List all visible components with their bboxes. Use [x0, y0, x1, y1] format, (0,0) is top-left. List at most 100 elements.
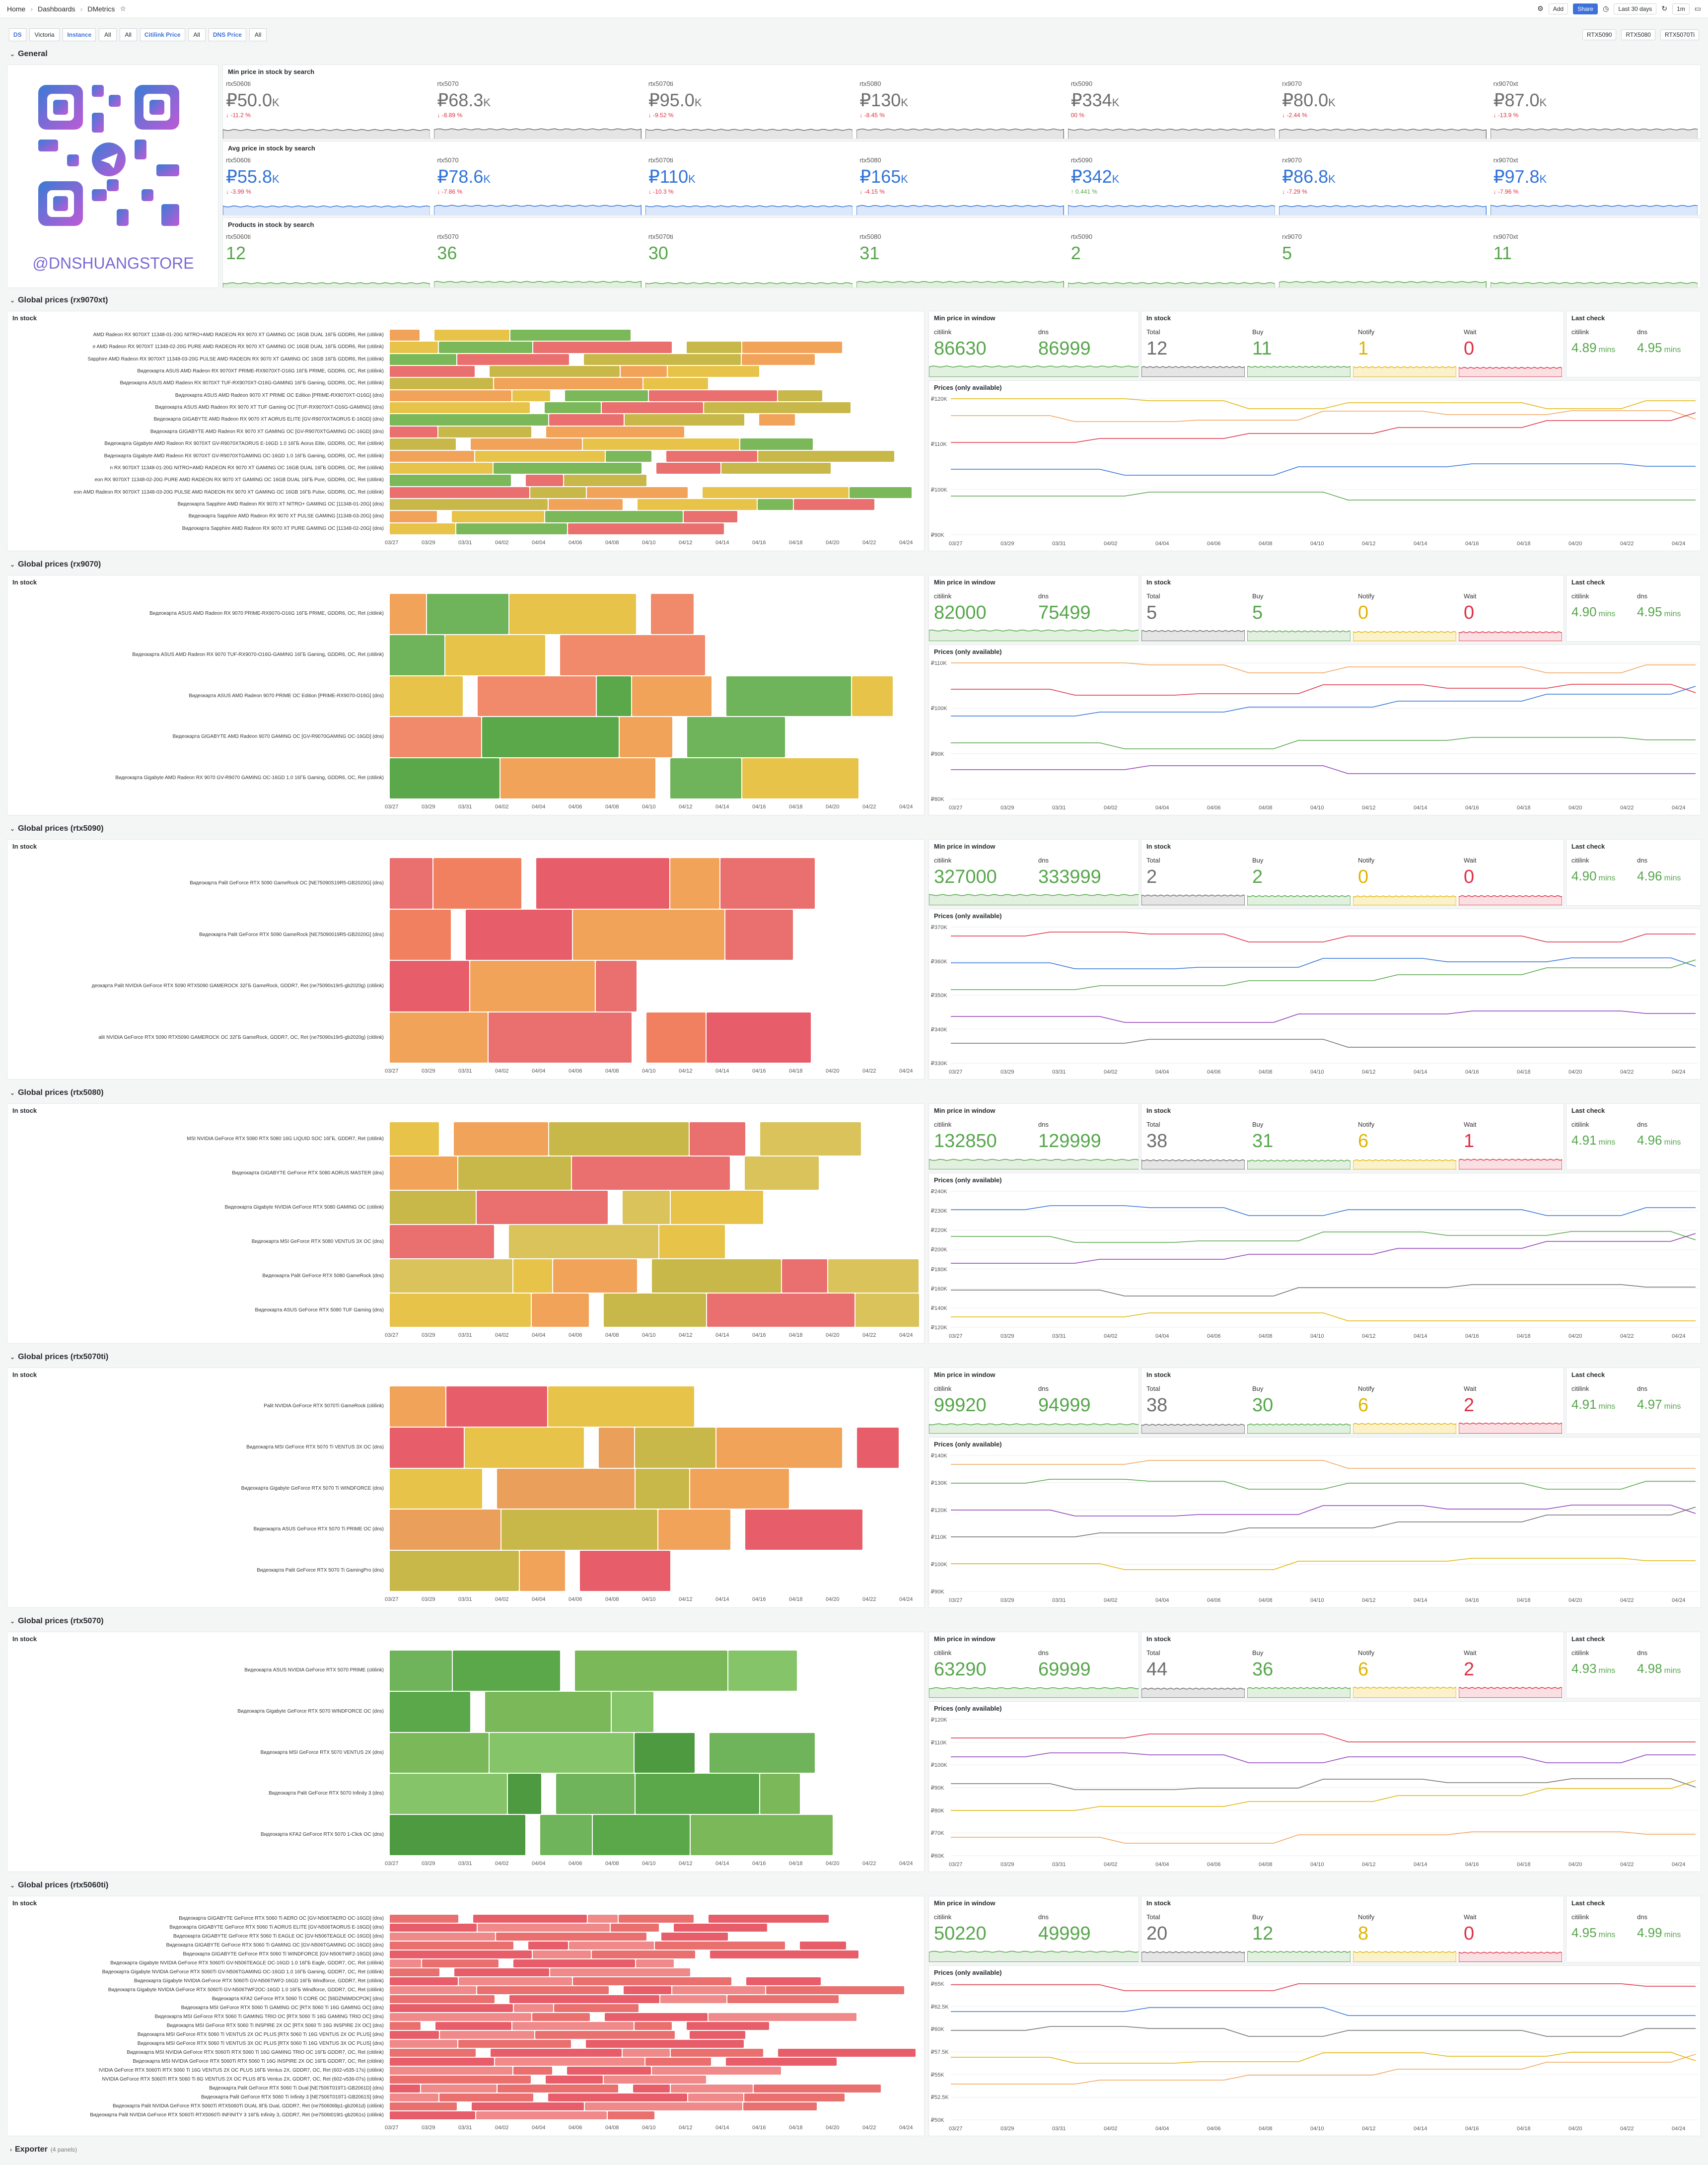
- timeline-bar: [390, 1924, 477, 1932]
- min-window-title: Min price in window: [934, 1371, 996, 1378]
- add-button[interactable]: Add: [1548, 3, 1568, 14]
- lc-dns-value: 4.98 mins: [1637, 1661, 1681, 1676]
- row-section-3[interactable]: ⌄ Global prices (rtx5080): [10, 1088, 104, 1097]
- stat-prod-rx9070xt: rx9070xt 11: [1490, 218, 1701, 288]
- row-general[interactable]: ⌄ General: [10, 50, 48, 58]
- timerange-picker[interactable]: Last 30 days: [1614, 3, 1657, 14]
- timeline-bar: [560, 635, 705, 675]
- timeline-bar: [390, 462, 493, 474]
- x-tick: 04/20: [1568, 805, 1582, 811]
- y-tick: ₽120K: [931, 396, 947, 402]
- var-all-select[interactable]: All: [119, 28, 137, 41]
- var-dns-select[interactable]: All: [249, 28, 267, 41]
- gear-icon[interactable]: ⚙: [1537, 4, 1544, 12]
- y-tick: ₽220K: [931, 1227, 947, 1234]
- row-section-2[interactable]: ⌄ Global prices (rtx5090): [10, 824, 104, 833]
- timeline-bar: [568, 523, 724, 534]
- timeline-bar: [709, 2013, 856, 2021]
- share-button[interactable]: Share: [1573, 3, 1598, 14]
- wait-value: 2: [1464, 1395, 1475, 1416]
- stat-number: 31: [859, 243, 880, 263]
- lc-unit: mins: [1598, 346, 1616, 354]
- timeline-bar: [612, 1691, 653, 1732]
- timeline-bar: [624, 1986, 671, 1994]
- y-tick: ₽70K: [931, 1830, 944, 1837]
- timeline-bar: [509, 1225, 658, 1258]
- stat-delta: ↓ -13.9 %: [1493, 112, 1519, 119]
- stat-name: rx9070xt: [1493, 156, 1518, 164]
- home-link[interactable]: Home: [7, 4, 26, 13]
- x-tick: 04/02: [495, 1332, 509, 1338]
- timeline-bar: [655, 1942, 785, 1949]
- link-rtx5090[interactable]: RTX5090: [1582, 29, 1617, 40]
- prices-chart-svg: [951, 1191, 1699, 1328]
- var-ds-select[interactable]: Victoria: [29, 28, 60, 41]
- x-tick: 04/16: [1465, 1069, 1479, 1075]
- y-tick: ₽90K: [931, 751, 944, 757]
- row-section-0[interactable]: ⌄ Global prices (rx9070xt): [10, 296, 108, 304]
- prices-chart-svg: [951, 1455, 1699, 1592]
- x-tick: 04/16: [752, 804, 766, 810]
- timeline-bar: [583, 438, 739, 450]
- stat-unit: K: [694, 96, 702, 109]
- row-section-4[interactable]: ⌄ Global prices (rtx5070ti): [10, 1353, 109, 1361]
- row-exporter[interactable]: › Exporter (4 panels): [10, 2145, 77, 2154]
- timeline-bar: [671, 1191, 763, 1224]
- x-tick: 04/18: [789, 540, 803, 546]
- x-tick: 03/29: [422, 1332, 435, 1338]
- timeline-bar: [619, 1915, 694, 1923]
- timeline-bar: [390, 1468, 482, 1509]
- timeline-bar: [540, 1815, 592, 1855]
- x-tick: 04/22: [1620, 541, 1634, 547]
- var-citilink-select[interactable]: All: [188, 28, 206, 41]
- link-rtx5080[interactable]: RTX5080: [1621, 29, 1655, 40]
- star-icon[interactable]: ☆: [120, 4, 126, 12]
- row-section-1[interactable]: ⌄ Global prices (rx9070): [10, 560, 101, 569]
- x-tick: 04/14: [1414, 805, 1427, 811]
- x-tick: 03/27: [385, 540, 399, 546]
- row-section-5[interactable]: ⌄ Global prices (rtx5070): [10, 1617, 104, 1625]
- timeline-bar: [710, 1950, 858, 1958]
- lc-unit: mins: [1664, 1931, 1681, 1939]
- timeline-row-label: Видеокарта Palit GeForce RTX 5070 Ti Gam…: [257, 1568, 384, 1574]
- stat-min-rtx5090: rtx5090 ₽334K 00 %: [1067, 65, 1279, 139]
- timeline-bar: [651, 594, 694, 634]
- stat-name: rtx5080: [859, 233, 881, 240]
- price-series-line: [951, 1752, 1696, 1763]
- timeline-bar: [390, 676, 463, 717]
- x-tick: 04/14: [715, 1332, 729, 1338]
- var-dns-label: DNS Price: [208, 28, 246, 41]
- timeline-bar: [433, 858, 521, 909]
- row-section-6[interactable]: ⌄ Global prices (rtx5060ti): [10, 1881, 109, 1889]
- timeline-title: In stock: [12, 843, 37, 850]
- lc-citilink-label: citilink: [1571, 328, 1589, 336]
- min-window-title: Min price in window: [934, 314, 996, 322]
- lc-citilink-label: citilink: [1571, 1385, 1589, 1392]
- refresh-interval[interactable]: 1m: [1672, 3, 1690, 14]
- tv-icon[interactable]: ▭: [1694, 4, 1701, 12]
- dns-label: dns: [1038, 1385, 1049, 1392]
- x-tick: 04/08: [605, 1861, 619, 1867]
- timeline-bar: [457, 354, 569, 365]
- y-tick: ₽65K: [931, 1981, 944, 1987]
- min-window-title: Min price in window: [934, 578, 996, 586]
- dns-label: dns: [1038, 1121, 1049, 1128]
- price-series-line: [951, 1733, 1696, 1742]
- stat-value: ₽78.6K: [437, 166, 491, 187]
- timeline-bar: [509, 594, 636, 634]
- dashboards-link[interactable]: Dashboards: [38, 4, 75, 13]
- stat-unit: K: [1539, 96, 1547, 109]
- min-citilink-value: 99920: [934, 1395, 987, 1416]
- timeline-row-label: n RX 9070XT 11348-01-20G NITRO+AMD RADEO…: [110, 465, 384, 471]
- timeline-bar: [602, 402, 703, 414]
- x-tick: 04/08: [605, 1332, 619, 1338]
- timeline-bar: [458, 2040, 571, 2048]
- timeline-bar: [670, 758, 741, 798]
- refresh-icon[interactable]: ↻: [1661, 4, 1668, 12]
- var-instance-select[interactable]: All: [99, 28, 117, 41]
- in-stock-title: In stock: [1146, 578, 1171, 586]
- timeline-bar: [390, 450, 474, 462]
- link-rtx5070ti[interactable]: RTX5070Ti: [1660, 29, 1699, 40]
- timeline-bar: [446, 1386, 547, 1427]
- total-value: 12: [1146, 338, 1168, 359]
